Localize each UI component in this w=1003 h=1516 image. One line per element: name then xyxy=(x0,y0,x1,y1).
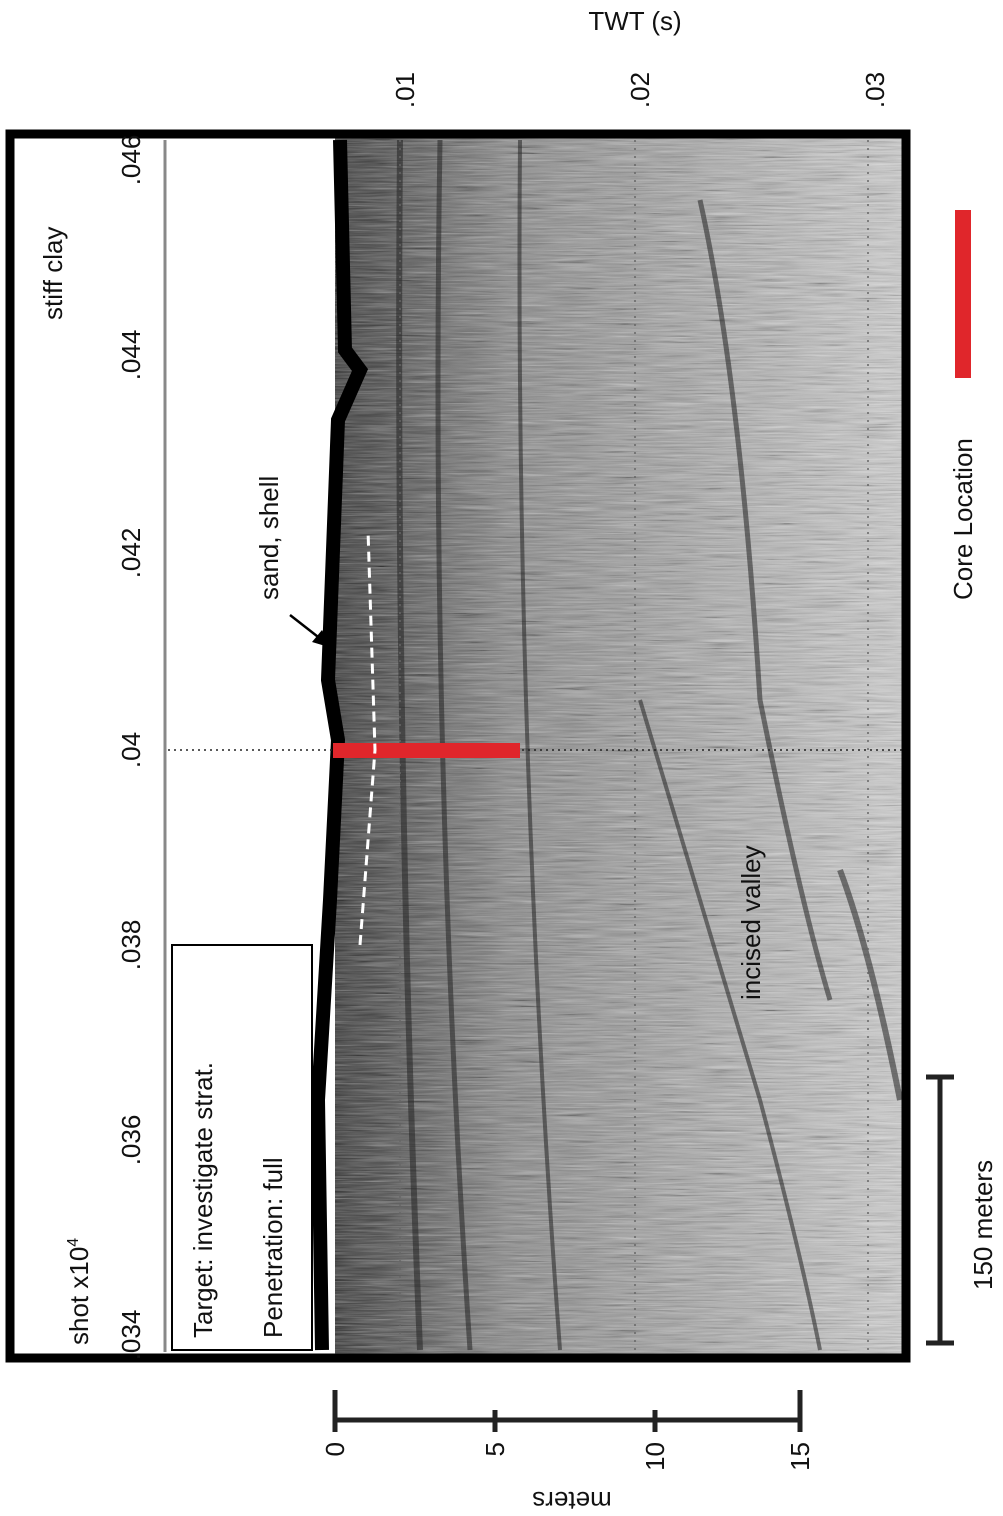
shot-tick-label: .044 xyxy=(116,330,146,381)
core-bar xyxy=(333,743,520,758)
scale-bar-label: 150 meters xyxy=(968,1160,998,1290)
scale-bar xyxy=(926,1074,954,1346)
shot-ticks: .034 .036 .038 .04 .042 .044 .046 xyxy=(116,135,146,1361)
depth-tick-label: 5 xyxy=(480,1442,510,1456)
depth-tick-label: 0 xyxy=(320,1442,350,1456)
shot-axis-title: shot x104 xyxy=(64,1238,94,1345)
reflectors xyxy=(396,139,903,1351)
twt-gridlines xyxy=(399,140,869,1352)
depth-tick-label: 15 xyxy=(785,1442,815,1471)
shot-axis-exponent: 4 xyxy=(65,1238,82,1247)
info-target: Target: investigate strat. xyxy=(188,1062,218,1338)
stiff-clay-label: stiff clay xyxy=(38,227,68,320)
incised-valley-label: incised valley xyxy=(736,845,766,1000)
frame xyxy=(5,129,911,1363)
shot-axis-title-text: shot x10 xyxy=(64,1247,94,1345)
twt-ticks: .01 .02 .03 xyxy=(390,72,890,108)
twt-title: TWT (s) xyxy=(588,6,681,36)
twt-tick-label: .01 xyxy=(390,72,420,108)
depth-tick-label: 10 xyxy=(640,1442,670,1471)
core-legend-label: Core Location xyxy=(948,438,978,600)
shot-tick-label: .034 xyxy=(116,1310,146,1361)
shot-tick-label: .04 xyxy=(116,732,146,768)
shot-tick-label: .042 xyxy=(116,528,146,579)
horizon-trace xyxy=(358,529,377,946)
seafloor xyxy=(310,139,369,1351)
twt-tick-label: .03 xyxy=(860,72,890,108)
arrow-line xyxy=(289,614,323,641)
shot-tick-label: .038 xyxy=(116,920,146,971)
shot-tick-label: .036 xyxy=(116,1115,146,1166)
depth-ticks: 0 5 10 15 xyxy=(320,1442,815,1471)
arrow-head xyxy=(312,630,332,648)
shot-tick-label: .046 xyxy=(116,135,146,186)
info-penetration: Penetration: full xyxy=(258,1157,288,1338)
core-legend-swatch xyxy=(955,210,971,378)
sand-shell-label: sand, shell xyxy=(254,476,284,600)
twt-tick-label: .02 xyxy=(625,72,655,108)
depth-scale xyxy=(332,1390,803,1432)
info-box xyxy=(171,944,313,1351)
depth-title: meters xyxy=(532,1486,611,1516)
